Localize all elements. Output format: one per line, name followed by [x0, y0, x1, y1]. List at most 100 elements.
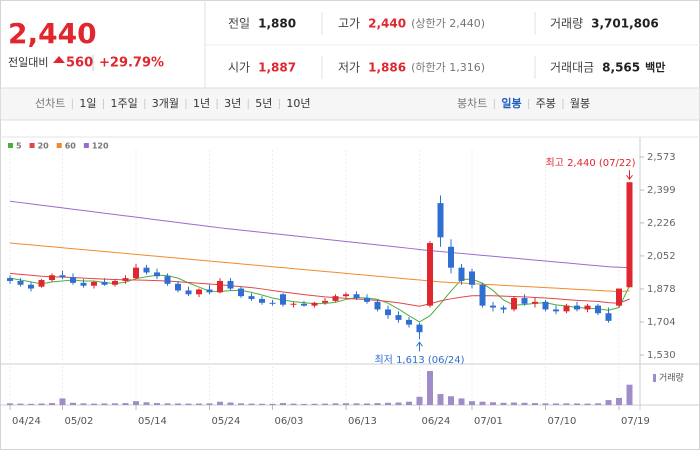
volume-bar	[374, 403, 381, 405]
range-tab[interactable]: 10년	[286, 97, 310, 110]
candle-body	[406, 319, 412, 325]
volume-bar	[385, 402, 391, 405]
candle-body	[17, 280, 24, 285]
candle-body	[91, 281, 97, 286]
candle-body	[269, 302, 276, 304]
price: 2,440	[8, 17, 97, 50]
y-tick-label: 2,399	[647, 185, 676, 196]
range-tab[interactable]: 1일	[79, 96, 96, 110]
volume-bar	[259, 403, 265, 405]
candle-body	[154, 272, 160, 277]
y-tick-label: 2,052	[647, 251, 676, 262]
volume-bar	[322, 403, 328, 405]
volume-legend-swatch	[653, 374, 656, 382]
y-tick-label: 2,573	[647, 152, 676, 163]
candle-body	[563, 305, 570, 312]
candle-body	[584, 305, 591, 310]
candle-tab[interactable]: 일봉	[501, 96, 521, 110]
change-pct: +29.79%	[99, 56, 164, 71]
x-tick-label: 06/24	[422, 416, 451, 427]
legend-swatch	[29, 143, 35, 148]
candle-body	[217, 280, 223, 293]
y-tick-label: 2,226	[647, 218, 676, 229]
candle-body	[521, 298, 528, 304]
change: 560	[66, 56, 93, 71]
tab-group-label: 봉차트	[457, 97, 487, 110]
volume-bar	[448, 396, 454, 405]
range-tab[interactable]: 1년	[193, 97, 210, 110]
stat-value: 1,886	[368, 61, 406, 75]
stat-extra: (하한가 1,316)	[411, 60, 485, 74]
volume-bar	[217, 401, 223, 405]
volume-bar	[185, 403, 192, 405]
candle-body	[416, 324, 423, 333]
volume-bar	[532, 403, 538, 405]
candle-body	[238, 288, 244, 297]
range-tab[interactable]: 1주일	[111, 96, 138, 110]
stat-extra: (상한가 2,440)	[411, 17, 485, 30]
candle-tab[interactable]: 주봉	[536, 97, 556, 110]
legend-label: 120	[92, 142, 109, 151]
candle-body	[490, 305, 496, 308]
volume-bar	[616, 397, 622, 405]
volume-bar	[416, 396, 423, 405]
volume-bar	[28, 403, 34, 405]
volume-bar	[584, 403, 591, 405]
volume-bar	[563, 403, 570, 405]
volume-bar	[605, 400, 612, 405]
volume-bar	[427, 371, 433, 405]
volume-bar	[353, 403, 360, 405]
candle-body	[122, 278, 129, 281]
stat-value: 1,880	[258, 17, 296, 31]
low-annotation: 최저 1,613 (06/24)	[374, 354, 464, 366]
volume-bar	[500, 402, 507, 405]
candle-body	[595, 305, 601, 314]
candle-body	[227, 280, 234, 289]
volume-bar	[511, 402, 517, 405]
x-tick-label: 04/24	[12, 416, 41, 427]
candle-body	[7, 278, 13, 281]
volume-bar	[154, 403, 160, 405]
candle-body	[616, 288, 622, 306]
legend-label: 5	[16, 142, 22, 151]
candle-body	[385, 309, 391, 316]
volume-bar	[364, 403, 370, 405]
range-tab[interactable]: 3개월	[152, 97, 179, 110]
volume-bar	[301, 403, 307, 405]
candle-body	[280, 294, 286, 305]
candle-body	[574, 305, 580, 310]
volume-bar	[70, 402, 76, 405]
volume-bar	[7, 403, 13, 405]
candle-body	[38, 280, 45, 287]
stat-value: 3,701,806	[591, 17, 659, 31]
x-tick-label: 05/14	[138, 416, 167, 427]
candle-body	[364, 298, 370, 302]
candle-body	[70, 277, 76, 283]
candle-body	[332, 296, 339, 301]
candle-tab[interactable]: 월봉	[570, 97, 590, 110]
range-tab[interactable]: 5년	[255, 97, 272, 110]
volume-bar	[38, 403, 45, 405]
legend-label: 20	[38, 142, 50, 151]
volume-bar	[59, 398, 66, 405]
stat-label: 거래대금	[550, 61, 594, 75]
range-tab[interactable]: 3년	[224, 97, 241, 110]
range-tab: 선차트	[35, 97, 65, 110]
candle-body	[395, 315, 402, 320]
stat-value: 8,565	[602, 61, 640, 75]
volume-bar	[469, 401, 475, 405]
candle-body	[458, 267, 465, 281]
volume-bar	[290, 403, 297, 405]
stat-label: 시가	[228, 61, 250, 75]
volume-bar	[175, 403, 181, 405]
candle-body	[532, 301, 538, 304]
volume-bar	[238, 403, 244, 405]
candle-body	[626, 182, 633, 288]
change-label: 전일대비	[8, 55, 48, 69]
stat-value: 1,887	[258, 61, 296, 75]
volume-bar	[553, 403, 559, 405]
volume-bar	[248, 403, 255, 405]
candle-body	[353, 294, 360, 299]
candle-body	[290, 303, 297, 305]
x-tick-label: 07/19	[621, 416, 650, 427]
